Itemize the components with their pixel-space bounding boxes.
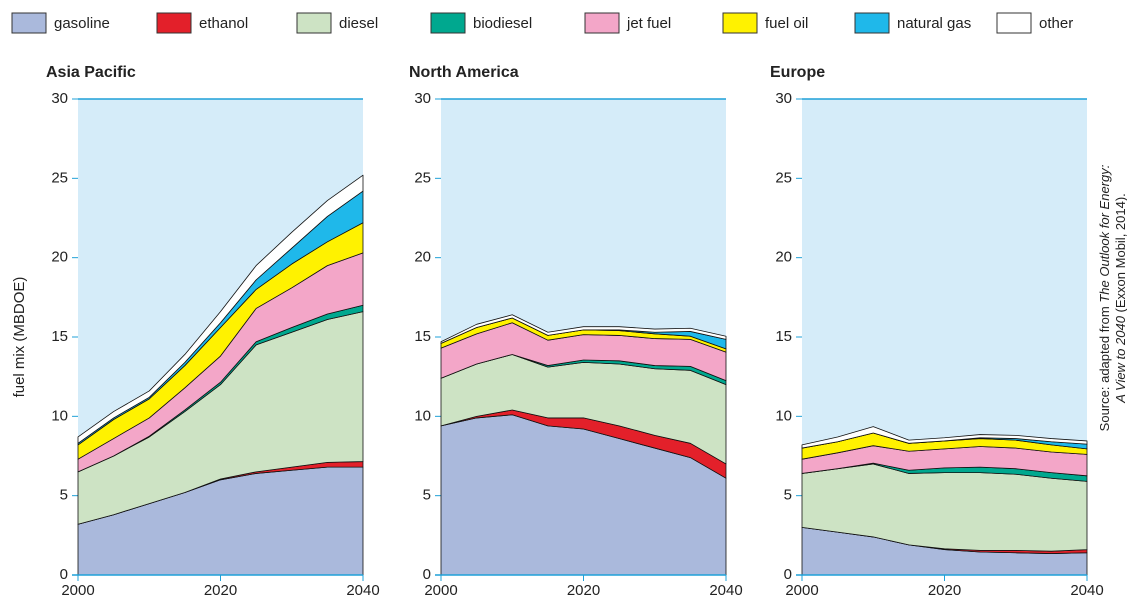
y-tick-label: 10 (414, 407, 431, 424)
legend-swatch (156, 12, 192, 34)
source-title: The Outlook for Energy: (1097, 164, 1112, 302)
x-tick-label: 2000 (61, 582, 94, 599)
y-tick-label: 15 (51, 328, 68, 345)
area-other (77, 174, 364, 444)
legend-label: ethanol (199, 15, 248, 32)
legend-label: gasoline (54, 15, 110, 32)
source-suffix: (Exxon Mobil, 2014). (1113, 193, 1127, 312)
x-tick-label: 2000 (785, 582, 818, 599)
y-tick-label: 5 (784, 487, 792, 504)
source-line-2: A View to 2040 (Exxon Mobil, 2014). (1113, 193, 1127, 404)
y-tick-label: 0 (60, 566, 68, 583)
x-tick-label: 2040 (1070, 582, 1103, 599)
y-tick-label: 0 (423, 566, 431, 583)
legend-label: biodiesel (473, 15, 532, 32)
y-tick-label: 25 (51, 169, 68, 186)
panel-title: Asia Pacific (46, 64, 136, 81)
x-tick-label: 2040 (346, 582, 379, 599)
area-other (440, 314, 727, 344)
y-tick-label: 20 (775, 249, 792, 266)
legend-label: diesel (339, 15, 378, 32)
legend-swatch (996, 12, 1032, 34)
source-prefix: Source: adapted from (1097, 306, 1112, 431)
y-tick-label: 15 (775, 328, 792, 345)
legend-swatch (722, 12, 758, 34)
x-tick-label: 2020 (204, 582, 237, 599)
legend-swatch (430, 12, 466, 34)
y-tick-label: 30 (51, 90, 68, 107)
x-tick-label: 2000 (424, 582, 457, 599)
legend-label: natural gas (897, 15, 971, 32)
y-tick-label: 0 (784, 566, 792, 583)
legend-label: fuel oil (765, 15, 808, 32)
y-tick-label: 15 (414, 328, 431, 345)
y-tick-label: 20 (414, 249, 431, 266)
legend-label: other (1039, 15, 1073, 32)
y-tick-label: 5 (60, 487, 68, 504)
y-tick-label: 25 (775, 169, 792, 186)
legend-swatch (854, 12, 890, 34)
x-tick-label: 2040 (709, 582, 742, 599)
y-tick-label: 10 (51, 407, 68, 424)
source-title: A View to 2040 (1113, 315, 1127, 403)
y-tick-label: 30 (414, 90, 431, 107)
area-other (801, 426, 1088, 449)
source-line-1: Source: adapted from The Outlook for Ene… (1097, 164, 1112, 431)
y-tick-label: 20 (51, 249, 68, 266)
panel-title: Europe (770, 64, 825, 81)
legend-swatch (584, 12, 620, 34)
legend-swatch (11, 12, 47, 34)
x-tick-label: 2020 (567, 582, 600, 599)
legend-swatch (296, 12, 332, 34)
y-tick-label: 25 (414, 169, 431, 186)
x-tick-label: 2020 (928, 582, 961, 599)
y-tick-label: 30 (775, 90, 792, 107)
y-axis-label: fuel mix (MBDOE) (11, 277, 28, 398)
y-tick-label: 5 (423, 487, 431, 504)
y-tick-label: 10 (775, 407, 792, 424)
legend-label: jet fuel (626, 15, 671, 32)
panel-title: North America (409, 64, 519, 81)
